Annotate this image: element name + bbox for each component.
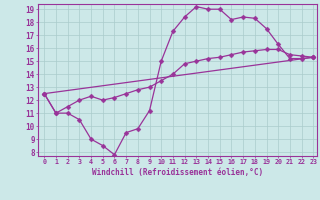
X-axis label: Windchill (Refroidissement éolien,°C): Windchill (Refroidissement éolien,°C) — [92, 168, 263, 177]
